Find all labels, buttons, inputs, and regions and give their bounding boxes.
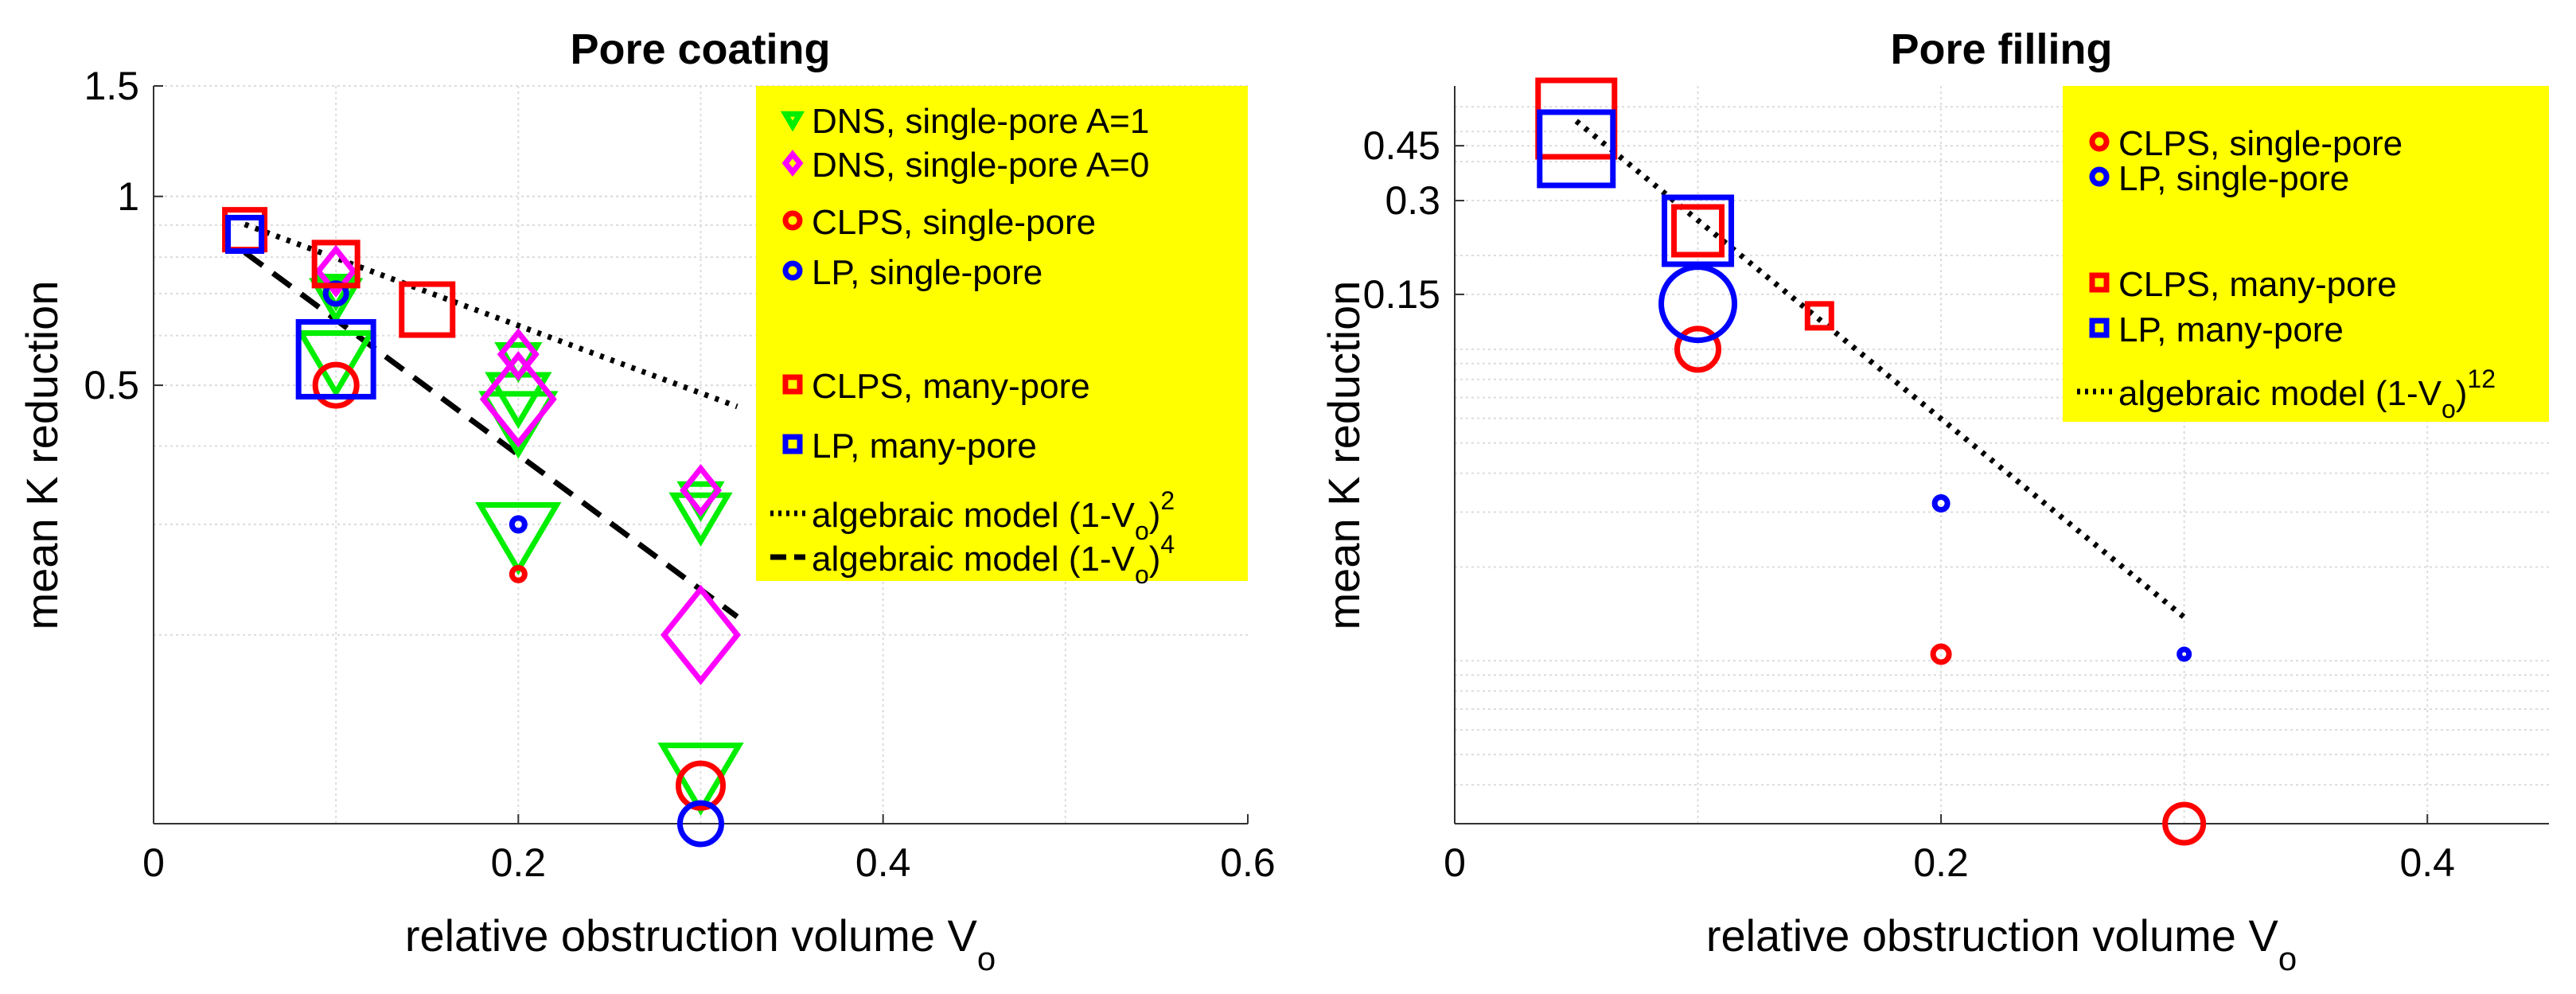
x-tick-label: 0 [142, 840, 165, 885]
legend-label-subscript: o [1135, 516, 1149, 545]
x-tick-label: 0.4 [855, 840, 911, 885]
y-tick-label: 1 [117, 174, 139, 219]
point-dns-single-pore-a-0 [479, 351, 557, 448]
point-clps-single-pore [676, 760, 726, 811]
legend-marker [782, 210, 803, 231]
legend-label: algebraic model (1-Vo)2 [812, 486, 1175, 545]
data-markers [1535, 77, 2207, 846]
x-tick-label: 0 [1444, 840, 1466, 885]
legend-marker [782, 374, 803, 395]
chart-pore-filling: 0 0.2 0.4 0.15 0.3 0.45 Pore filling relative o… [1319, 25, 2549, 977]
point-dns-single-pore-a-0 [680, 463, 722, 517]
point-lp-single-pore [677, 800, 724, 848]
legend-marker [2089, 272, 2110, 293]
point-clps-many-pore [1804, 301, 1834, 331]
legend-marker [2089, 166, 2110, 187]
y-tick-label: 1.5 [84, 64, 139, 108]
y-tick-label: 0.5 [84, 363, 139, 407]
legend-label: LP, many-pore [812, 427, 1037, 466]
point-clps-single-pore [509, 564, 528, 583]
legend-label-main: algebraic model (1-V [812, 540, 1136, 579]
x-axis-label-subscript: o [977, 940, 996, 977]
legend-label: LP, single-pore [812, 253, 1042, 292]
point-lp-many-pore [295, 318, 376, 400]
legend-marker [2089, 131, 2110, 152]
chart-title: Pore coating [570, 25, 830, 73]
legend-marker [2089, 318, 2110, 338]
point-dns-single-pore-a-1 [296, 329, 376, 399]
point-dns-single-pore-a-0 [497, 328, 540, 381]
x-tick-label: 0.6 [1220, 840, 1276, 885]
legend-label-superscript: 12 [2467, 364, 2496, 393]
point-dns-single-pore-a-1 [475, 502, 562, 576]
chart-pore-coating: 0 0.2 0.4 0.6 0.5 1 1.5 Pore coating relative ob… [17, 25, 1276, 977]
point-clps-single-pore [2162, 801, 2207, 846]
model-line-dashed [243, 250, 739, 619]
model-line-dotted [244, 221, 739, 410]
legend-box [2063, 86, 2549, 422]
legend-label: CLPS, many-pore [2118, 265, 2397, 304]
point-clps-single-pore [312, 361, 360, 409]
legend-label-superscript: 2 [1160, 486, 1175, 515]
legend-label-superscript: 4 [1160, 530, 1175, 559]
legend-label: LP, many-pore [2118, 310, 2344, 349]
legend: DNS, single-pore A=1 DNS, single-pore A=0… [756, 86, 1248, 589]
legend-label: LP, single-pore [2118, 159, 2349, 198]
point-lp-many-pore [1537, 109, 1616, 189]
y-tick-label: 0.45 [1363, 123, 1440, 168]
y-tick-label: 0.15 [1363, 272, 1440, 317]
point-lp-single-pore [509, 515, 528, 534]
point-clps-many-pore [399, 281, 456, 338]
legend-marker [781, 150, 804, 177]
legend-marker [782, 434, 803, 454]
point-dns-single-pore-a-0 [661, 584, 741, 685]
point-clps-single-pore [1930, 643, 1952, 665]
y-tick-label: 0.3 [1385, 178, 1440, 223]
point-lp-single-pore [1931, 494, 1951, 513]
point-clps-many-pore [1671, 204, 1725, 258]
legend-marker [780, 111, 805, 132]
x-tick-label: 0.2 [491, 840, 547, 885]
x-axis-label-main: relative obstruction volume V [405, 910, 978, 961]
chart-title: Pore filling [1890, 25, 2112, 73]
legend-label-tail: ) [2456, 374, 2468, 413]
x-axis-label: relative obstruction volume Vo [1706, 910, 2297, 977]
point-lp-single-pore [1658, 264, 1738, 344]
legend-label: CLPS, many-pore [812, 367, 1090, 406]
point-clps-single-pore [1674, 325, 1722, 373]
legend-label-main: algebraic model (1-V [812, 496, 1136, 535]
y-axis-label: mean K reduction [1319, 281, 1369, 630]
legend-label-main: algebraic model (1-V [2118, 374, 2442, 413]
point-lp-single-pore [2177, 646, 2192, 662]
legend-label-tail: ) [1149, 496, 1161, 535]
legend-label: CLPS, single-pore [2118, 124, 2403, 163]
legend-label: CLPS, single-pore [812, 203, 1096, 242]
x-axis-label-subscript: o [2278, 940, 2297, 977]
legend-label: algebraic model (1-Vo)12 [2118, 364, 2496, 423]
data-markers [222, 207, 744, 848]
point-clps-many-pore [311, 240, 360, 289]
model-line-dotted [1574, 119, 2186, 620]
legend-label: DNS, single-pore A=1 [812, 102, 1149, 141]
legend-label-subscript: o [1135, 560, 1149, 589]
y-axis-label: mean K reduction [17, 281, 67, 630]
legend-label: DNS, single-pore A=0 [812, 146, 1149, 185]
x-axis-label-main: relative obstruction volume V [1706, 910, 2279, 961]
point-dns-single-pore-a-0 [314, 244, 357, 298]
legend-label-tail: ) [1149, 540, 1161, 579]
legend-box [756, 86, 1248, 581]
legend-label-subscript: o [2442, 395, 2456, 423]
x-tick-label: 0.4 [2399, 840, 2455, 885]
x-axis-label: relative obstruction volume Vo [405, 910, 996, 977]
x-tick-label: 0.2 [1913, 840, 1969, 885]
legend-label: algebraic model (1-Vo)4 [812, 530, 1175, 589]
legend-marker [782, 260, 803, 281]
point-lp-many-pore [225, 214, 265, 254]
point-lp-many-pore [1662, 194, 1735, 267]
point-dns-single-pore-a-1 [668, 492, 733, 547]
